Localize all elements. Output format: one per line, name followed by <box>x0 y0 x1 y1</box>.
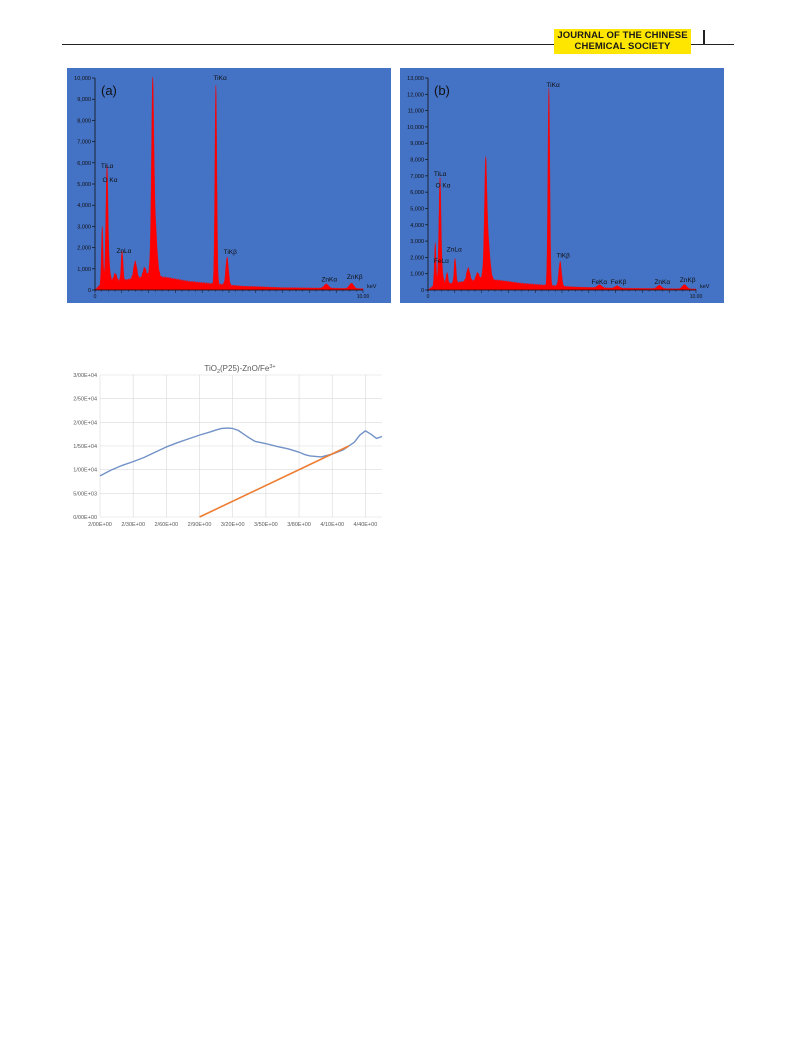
journal-name-badge: JOURNAL OF THE CHINESE CHEMICAL SOCIETY <box>554 29 691 54</box>
peak-annotation: ZnKβ <box>680 277 696 284</box>
journal-name-line-1: JOURNAL OF THE CHINESE <box>557 30 688 41</box>
y-tick-label: 4,000 <box>410 223 424 229</box>
x-tick-label: 0 <box>94 294 97 300</box>
y-tick-label: 3,000 <box>410 239 424 245</box>
y-tick-label: 5/00E+03 <box>73 491 97 497</box>
panel-label: (a) <box>101 83 117 98</box>
x-tick-label: 2/00E+00 <box>88 522 112 528</box>
y-tick-label: 12,000 <box>407 92 424 98</box>
title-subscript: 2 <box>217 369 220 375</box>
peak-annotation: ZnLα <box>447 247 462 254</box>
peak-annotation: O Kα <box>103 177 118 184</box>
title-superscript: 3+ <box>269 364 275 370</box>
peak-annotation: ZnKα <box>321 277 337 284</box>
y-tick-label: 6,000 <box>77 161 91 167</box>
spectrum-area <box>94 77 364 291</box>
x-axis-unit-label: keV <box>367 284 377 290</box>
y-tick-label: 2,000 <box>410 255 424 261</box>
peak-annotation: TiKβ <box>557 252 571 259</box>
y-tick-label: 6,000 <box>410 190 424 196</box>
spectrum-area <box>427 88 697 291</box>
peak-annotation: TiLα <box>101 163 114 170</box>
y-tick-label: 5,000 <box>77 182 91 188</box>
y-tick-label: 1,000 <box>410 272 424 278</box>
peak-annotation: FeLα <box>434 258 449 265</box>
peak-annotation: ZnLα <box>116 248 131 255</box>
y-tick-label: 5,000 <box>410 206 424 212</box>
spectrum-background <box>67 68 391 303</box>
title-middle: (P25)-ZnO/Fe <box>220 364 270 373</box>
y-tick-label: 0 <box>88 288 91 294</box>
x-tick-label: 3/80E+00 <box>287 522 311 528</box>
y-tick-label: 0 <box>421 288 424 294</box>
peak-annotation: TiLα <box>434 171 447 178</box>
title-base: TiO <box>204 364 217 373</box>
y-tick-label: 7,000 <box>77 140 91 146</box>
y-tick-label: 10,000 <box>407 125 424 131</box>
x-tick-label: 2/90E+00 <box>188 522 212 528</box>
x-tick-label: 10.00 <box>357 294 370 300</box>
spectrum-background <box>400 68 724 303</box>
peak-annotation: FeKβ <box>611 279 627 286</box>
peak-annotation: TiKβ <box>224 249 238 256</box>
x-tick-label: 4/10E+00 <box>320 522 344 528</box>
journal-name-line-2: CHEMICAL SOCIETY <box>574 41 671 52</box>
header-divider-tick <box>703 30 705 44</box>
x-tick-label: 2/60E+00 <box>155 522 179 528</box>
y-tick-label: 7,000 <box>410 174 424 180</box>
y-tick-label: 2,000 <box>77 246 91 252</box>
y-tick-label: 0/00E+00 <box>73 515 97 521</box>
chart-background <box>62 362 392 540</box>
x-tick-label: 2/30E+00 <box>121 522 145 528</box>
chart-title: TiO2(P25)-ZnO/Fe3+ <box>204 364 275 375</box>
y-tick-label: 4,000 <box>77 203 91 209</box>
y-tick-label: 8,000 <box>410 158 424 164</box>
panel-label: (b) <box>434 83 450 98</box>
x-tick-label: 0 <box>427 294 430 300</box>
y-tick-label: 2/50E+04 <box>73 397 97 403</box>
y-tick-label: 1/50E+04 <box>73 444 97 450</box>
y-tick-label: 8,000 <box>77 118 91 124</box>
y-tick-label: 1/00E+04 <box>73 468 97 474</box>
y-tick-label: 1,000 <box>77 267 91 273</box>
x-tick-label: 4/40E+00 <box>354 522 378 528</box>
y-tick-label: 9,000 <box>77 97 91 103</box>
tangent-line <box>199 445 350 518</box>
x-tick-label: 3/50E+00 <box>254 522 278 528</box>
y-tick-label: 10,000 <box>74 76 91 82</box>
y-tick-label: 3,000 <box>77 224 91 230</box>
band-gap-chart: TiO2(P25)-ZnO/Fe3+ 0/00E+00 5/00E+03 1/00E+… <box>62 362 392 540</box>
peak-annotation: FeKα <box>591 279 607 286</box>
edx-spectrum-panel-b: 0 1,000 2,000 3,000 4,000 5,000 6,000 7,000 8,00… <box>400 68 724 303</box>
peak-annotation: O Kα <box>436 182 451 189</box>
y-tick-label: 2/00E+04 <box>73 420 97 426</box>
x-tick-label: 3/20E+00 <box>221 522 245 528</box>
peak-annotation: ZnKα <box>654 279 670 286</box>
y-tick-label: 9,000 <box>410 141 424 147</box>
y-tick-label: 3/00E+04 <box>73 373 97 379</box>
y-tick-label: 13,000 <box>407 76 424 82</box>
x-axis-unit-label: keV <box>700 284 710 290</box>
x-tick-label: 10.00 <box>690 294 703 300</box>
peak-annotation: TiKα <box>546 82 560 89</box>
header-rule <box>62 44 734 45</box>
y-tick-label: 11,000 <box>408 109 424 115</box>
peak-annotation: ZnKβ <box>347 274 363 281</box>
edx-spectrum-panel-a: 0 1,000 2,000 3,000 4,000 5,000 6,000 7,000 8,00… <box>67 68 391 303</box>
peak-annotation: TiKα <box>213 75 227 82</box>
